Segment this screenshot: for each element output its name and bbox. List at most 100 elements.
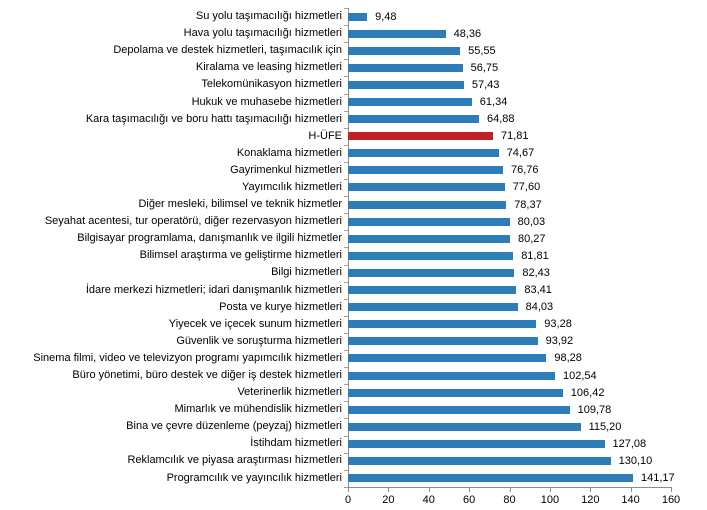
chart-row: H-ÜFE 71,81 <box>0 128 707 145</box>
value-label: 71,81 <box>501 130 529 143</box>
chart-row: Bina ve çevre düzenleme (peyzaj) hizmetl… <box>0 418 707 435</box>
bar-track: 98,28 <box>348 350 707 367</box>
x-tick-mark <box>630 487 632 492</box>
chart-row: Sinema filmi, video ve televizyon progra… <box>0 350 707 367</box>
value-label: 76,76 <box>511 164 539 177</box>
bar <box>348 183 505 192</box>
chart-row: Bilimsel araştırma ve geliştirme hizmetl… <box>0 247 707 264</box>
category-label: Büro yönetimi, büro destek ve diğer iş d… <box>72 369 342 382</box>
x-tick-mark <box>428 487 430 492</box>
category-label: Yayımcılık hizmetleri <box>241 180 342 193</box>
x-tick-label: 60 <box>462 493 476 506</box>
category-tick <box>344 384 348 386</box>
category-label: Sinema filmi, video ve televizyon progra… <box>33 351 342 364</box>
bar <box>348 46 461 55</box>
bar <box>348 98 472 107</box>
category-label: Diğer mesleki, bilimsel ve teknik hizmet… <box>138 198 342 211</box>
category-tick <box>344 127 348 129</box>
category-tick <box>344 281 348 283</box>
value-label: 78,37 <box>514 198 542 211</box>
bar-track: 9,48 <box>348 8 707 25</box>
x-tick-label: 100 <box>540 493 560 506</box>
value-label: 82,43 <box>522 266 550 279</box>
value-label: 102,54 <box>563 369 597 382</box>
category-tick <box>344 25 348 27</box>
bar-track: 81,81 <box>348 247 707 264</box>
category-tick <box>344 401 348 403</box>
bar-track: 56,75 <box>348 59 707 76</box>
bar-track: 55,55 <box>348 42 707 59</box>
category-label: Kara taşımacılığı ve boru hattı taşımacı… <box>85 112 342 125</box>
bar-track: 64,88 <box>348 111 707 128</box>
bar-track: 48,36 <box>348 25 707 42</box>
chart-row: Programcılık ve yayıncılık hizmetleri 141… <box>0 470 707 487</box>
value-label: 98,28 <box>554 352 582 365</box>
category-tick <box>344 486 348 488</box>
category-tick <box>344 298 348 300</box>
bar <box>348 286 517 295</box>
chart-row: Bilgisayar programlama, danışmanlık ve i… <box>0 230 707 247</box>
bar <box>348 166 503 175</box>
value-label: 61,34 <box>479 96 508 109</box>
value-label: 130,10 <box>618 454 653 467</box>
bar <box>348 115 479 124</box>
x-tick-label: 0 <box>344 493 352 506</box>
x-tick-mark <box>348 487 349 492</box>
chart-row: Depolama ve destek hizmetleri, taşımacıl… <box>0 42 707 59</box>
bar <box>348 422 581 431</box>
category-tick <box>344 418 348 420</box>
category-tick <box>344 247 348 249</box>
value-label: 74,67 <box>506 147 535 160</box>
category-label: Telekomünikasyon hizmetleri <box>201 78 342 91</box>
value-label: 77,60 <box>512 181 541 194</box>
chart-row: Hukuk ve muhasebe hizmetleri 61,34 <box>0 93 707 110</box>
category-label: Su yolu taşımacılığı hizmetleri <box>195 10 342 23</box>
bar-track: 93,28 <box>348 316 707 333</box>
bar-track: 102,54 <box>348 367 707 384</box>
value-label: 106,42 <box>570 386 605 399</box>
x-tick-mark <box>590 487 592 492</box>
value-label: 127,08 <box>612 437 647 450</box>
bar-track: 82,43 <box>348 264 707 281</box>
chart-row: Su yolu taşımacılığı hizmetleri 9,48 <box>0 8 707 25</box>
category-tick <box>344 42 348 44</box>
bar-track: 61,34 <box>348 93 707 110</box>
bar <box>348 456 611 465</box>
x-tick-mark <box>549 487 551 492</box>
category-label: Veterinerlik hizmetleri <box>237 386 342 399</box>
category-axis-line <box>348 8 349 487</box>
value-label: 141,17 <box>641 472 675 485</box>
chart-row: Bilgi hizmetleri 82,43 <box>0 264 707 281</box>
bar-track: 71,81 <box>348 128 707 145</box>
bar <box>348 439 605 448</box>
x-tick-label: 80 <box>503 493 516 506</box>
category-label: Gayrimenkul hizmetleri <box>230 163 342 176</box>
chart-row: Büro yönetimi, büro destek ve diğer iş d… <box>0 367 707 384</box>
category-label: Posta ve kurye hizmetleri <box>219 300 342 313</box>
category-tick <box>344 59 348 61</box>
value-label: 55,55 <box>468 44 496 57</box>
bar-track: 84,03 <box>348 299 707 316</box>
bar-track: 78,37 <box>348 196 707 213</box>
value-label: 81,81 <box>521 249 549 262</box>
category-label: Kiralama ve leasing hizmetleri <box>195 61 342 74</box>
bar <box>348 303 518 312</box>
category-label: Güvenlik ve soruşturma hizmetleri <box>176 334 342 347</box>
x-tick-label: 160 <box>661 493 681 506</box>
category-tick <box>344 213 348 215</box>
category-label: Programcılık ve yayıncılık hizmetleri <box>166 471 342 484</box>
category-tick <box>344 452 348 454</box>
chart-row: Konaklama hizmetleri 74,67 <box>0 145 707 162</box>
bar <box>348 388 563 397</box>
value-label: 115,20 <box>588 420 622 433</box>
category-tick <box>344 196 348 198</box>
category-tick <box>344 469 348 471</box>
category-tick <box>344 179 348 180</box>
bar <box>348 80 464 89</box>
category-tick <box>344 315 348 317</box>
category-label: Depolama ve destek hizmetleri, taşımacıl… <box>113 44 342 57</box>
bar-track: 109,78 <box>348 401 707 418</box>
x-tick-label: 140 <box>621 493 640 506</box>
chart-row: Yayımcılık hizmetleri 77,60 <box>0 179 707 196</box>
